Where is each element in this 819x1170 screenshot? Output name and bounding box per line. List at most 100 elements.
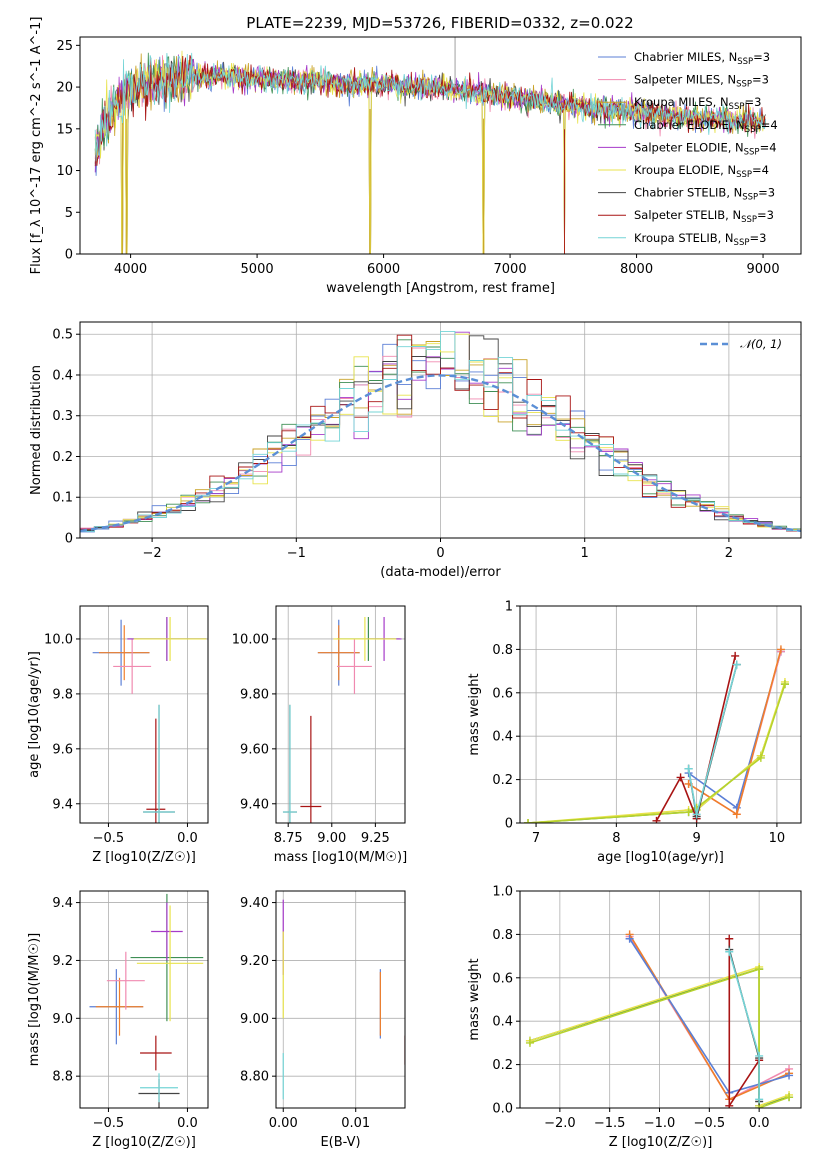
errorbar-point [113,638,152,694]
x-axis-label: Z [log10(Z/Z☉)] [92,1135,196,1150]
plus-marker [776,645,785,654]
y-axis-label: mass [log10(M/M☉)] [27,933,42,1066]
legend-nssp: =4 [761,118,778,132]
x-tick-label: 8000 [620,262,653,277]
histogram-series [80,335,801,531]
legend-nssp: =3 [753,50,770,64]
y-tick-label: 1.0 [492,885,513,900]
y-tick-label: 8.8 [52,1070,73,1085]
series-line [527,681,786,823]
x-tick-label: 0.0 [177,831,198,846]
x-tick-label: 0.0 [177,1116,198,1131]
legend-nssp: =4 [752,163,769,177]
chart-age-vs-mass: 8.75 9.00 9.25 9.40 9.60 9.80 10.00 mass [log10… [232,605,407,865]
chart-mass-weight-vs-metallicity: −2.0 −1.5 −1.0 −0.5 0.0 0.0 0.2 0.4 0.6 0.8 1.0 Z [… [467,885,802,1150]
y-tick-label: 9.4 [52,797,73,812]
x-tick-label: 0.0 [749,1116,770,1131]
y-tick-label: 0.2 [492,773,513,788]
chart-mass-weight-vs-age: 7 8 9 10 0 0.2 0.4 0.6 0.8 1 age [log10(age/yr)] ma… [467,600,802,865]
gridlines [520,605,801,824]
line-series [684,660,741,819]
x-tick-label: 0 [436,546,444,561]
line-series [524,677,789,823]
legend-subscript: SSP [744,147,760,157]
plus-marker [785,1093,794,1102]
y-tick-label: 9.40 [240,896,269,911]
x-axis-label: (data-model)/error [380,565,501,580]
errorbar-point [98,625,150,681]
y-tick-label: 20 [56,81,73,96]
plot-area [94,37,766,254]
plus-marker [731,651,740,660]
y-tick-label: 0.4 [492,730,513,745]
y-axis-label: mass weight [467,673,482,755]
errorbar-point [337,638,372,694]
legend-model: Salpeter STELIB, N [634,208,741,222]
line-series [524,680,789,823]
axes-frame [519,605,802,824]
histogram-series [80,334,801,532]
plus-marker [684,764,693,773]
x-tick-label: 5000 [241,262,274,277]
legend-model: Chabrier MILES, N [634,50,737,64]
x-tick-label: 8.75 [274,831,303,846]
legend-subscript: SSP [737,57,753,67]
x-tick-label: 7 [532,831,540,846]
legend-subscript: SSP [729,102,745,112]
y-tick-label: 0.5 [52,328,73,343]
x-axis-label: wavelength [Angstrom, rest frame] [326,281,555,296]
plot-area [524,645,789,823]
legend-model: Chabrier ELODIE, N [634,118,745,132]
x-tick-label: 0.01 [341,1116,370,1131]
x-tick-label: −1.0 [644,1116,676,1131]
x-tick-label: 9 [692,831,700,846]
y-tick-label: 0.3 [52,409,73,424]
plus-marker [755,1095,764,1104]
legend-entry-label: Kroupa ELODIE, NSSP=4 [634,163,769,180]
legend-subscript: SSP [734,238,750,248]
errorbar-point [317,625,360,681]
plus-marker [652,816,661,823]
y-tick-label: 0 [65,532,73,547]
spectrum-line [94,52,766,162]
x-tick-label: 7000 [494,262,527,277]
plot-area [525,930,794,1108]
plot-area [80,330,801,533]
plot-area [92,616,207,823]
errorbar-point [333,616,397,661]
legend-subscript: SSP [736,170,752,180]
y-tick-label: 0.2 [492,1058,513,1073]
plus-marker [625,934,634,943]
plus-marker [692,810,701,819]
y-tick-label: 9.20 [240,954,269,969]
series-line [527,683,786,823]
x-axis-label: age [log10(age/yr)] [597,850,724,865]
series-line [529,968,790,1108]
x-tick-label: −1.5 [594,1116,626,1131]
y-axis-label: mass weight [467,958,482,1040]
axes-frame [79,890,209,1109]
axes-frame [519,890,802,1109]
plus-marker [725,1101,734,1108]
legend-nssp: =3 [749,231,766,245]
y-tick-label: 0.8 [492,643,513,658]
y-tick-label: 9.8 [52,687,73,702]
legend-nssp: =3 [758,186,775,200]
plus-marker [785,1071,794,1080]
legend-model: Kroupa ELODIE, N [634,163,736,177]
errorbar-point [146,718,166,823]
plus-marker [725,934,734,943]
x-axis-label: mass [log10(M/M☉)] [274,850,407,865]
y-tick-label: 0.4 [492,1015,513,1030]
errorbar-point [140,1035,172,1071]
series-line [655,655,736,822]
x-tick-label: 1 [581,546,589,561]
line-series [725,947,764,1104]
plus-marker [684,808,693,817]
y-tick-label: 10.00 [232,632,269,647]
plus-marker [525,1038,534,1047]
errorbar-point [95,977,144,1036]
legend-model: Salpeter ELODIE, N [634,140,744,154]
